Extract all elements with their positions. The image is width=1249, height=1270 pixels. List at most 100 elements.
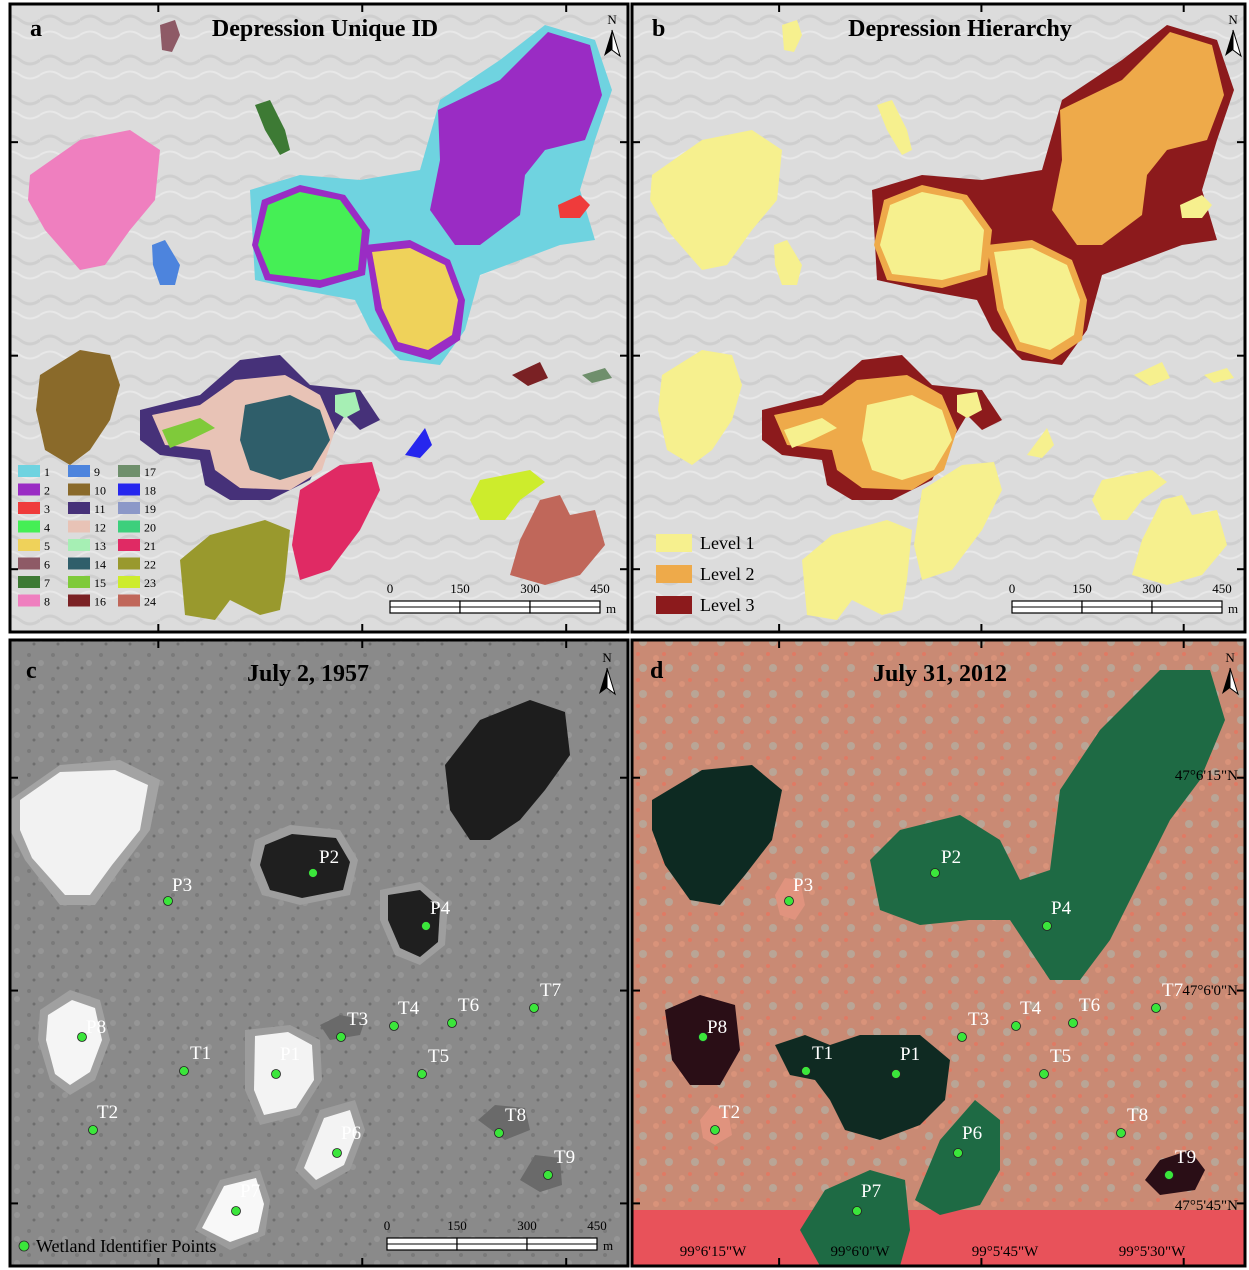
point-marker-p1 [891, 1069, 901, 1079]
legend-label-15: 15 [94, 576, 106, 590]
wetland-p7 [800, 1170, 910, 1266]
wetland-p2 [260, 834, 350, 898]
legend-swatch-19 [118, 502, 140, 514]
legend-swatch-13 [68, 539, 90, 551]
panel-c-frame [8, 638, 630, 1268]
legend-swatch-22 [118, 557, 140, 570]
scale-tick-label: 150 [447, 1218, 467, 1233]
point-marker-t8 [494, 1128, 504, 1138]
scale-bar-c: 0 150 300 450 m [384, 1218, 613, 1253]
point-label-t2: T2 [719, 1102, 740, 1123]
wetland-t9 [520, 1155, 562, 1192]
legend-swatch-24 [118, 594, 140, 607]
legend-label-2: 2 [44, 484, 50, 498]
points-c: P2 P3 P4 P8 P1 P6 P7 T1 T2 T3 T4 T5 T6 T7 T8 T9 [77, 847, 575, 1216]
point-marker-t4 [389, 1021, 399, 1031]
panel-c-title: July 2, 1957 [247, 661, 369, 687]
north-arrow-icon: N [1222, 650, 1239, 696]
point-marker-p7 [231, 1206, 241, 1216]
wetland-p4 [388, 890, 440, 957]
level1-small-6 [1134, 362, 1234, 386]
point-label-p7: P7 [861, 1181, 881, 1202]
legend-swatch-2 [18, 483, 40, 496]
point-marker-p4 [1042, 921, 1052, 931]
level1-region-center [784, 395, 952, 480]
level1-large-south [914, 462, 1002, 580]
depression-22 [180, 520, 290, 620]
north-arrow-icon: N [599, 650, 616, 696]
legend-label-11: 11 [94, 502, 106, 516]
point-marker-t4 [1011, 1021, 1021, 1031]
point-marker-t2 [88, 1125, 98, 1135]
points-d: P2 P3 P4 P8 P1 P6 P7 T1 T2 T3 T4 T5 T6 T7 T8 T9 [698, 847, 1196, 1216]
legend-label-17: 17 [144, 465, 156, 479]
point-label-t6: T6 [1079, 995, 1100, 1016]
legend-label-6: 6 [44, 558, 50, 572]
depression-2 [430, 32, 602, 245]
legend-label-13: 13 [94, 539, 106, 553]
level1-pink-area [650, 130, 782, 270]
lon-label-2: 99°6'0"W [831, 1244, 891, 1260]
level-label-3: Level 3 [700, 595, 754, 615]
depression-10 [36, 350, 120, 465]
point-label-t4: T4 [398, 998, 420, 1019]
panel-b-frame [630, 2, 1247, 634]
panel-a-letter: a [30, 16, 42, 42]
point-marker-t9 [543, 1170, 553, 1180]
depression-23 [470, 470, 545, 520]
wetland-p1 [254, 1032, 314, 1115]
point-marker-t7 [529, 1003, 539, 1013]
lon-label-1: 99°6'15"W [680, 1244, 747, 1260]
depression-3 [558, 195, 590, 218]
panel-b: Level 1 Level 2 Level 3 0 150 300 450 m N b De… [630, 2, 1247, 634]
point-marker-t5 [1039, 1069, 1049, 1079]
depression-24 [510, 495, 605, 585]
point-marker-t3 [336, 1032, 346, 1042]
level-swatch-1 [656, 534, 692, 552]
panel-b-letter: b [652, 16, 665, 42]
coordinate-labels: 47°6'15"N 47°6'0"N 47°5'45"N 99°6'15"W 9… [680, 768, 1238, 1260]
legend-label-18: 18 [144, 484, 156, 498]
point-marker-p6 [332, 1148, 342, 1158]
point-label-t1: T1 [812, 1043, 833, 1064]
legend-swatch-18 [118, 483, 140, 496]
panel-d-title: July 31, 2012 [873, 661, 1007, 687]
panel-d-wetlands [652, 670, 1225, 1266]
panel-b-title: Depression Hierarchy [848, 16, 1072, 42]
panel-c: P2 P3 P4 P8 P1 P6 P7 T1 T2 T3 T4 T5 T6 T7 T8 T9 Wetland… [8, 638, 630, 1268]
level1-small-2 [782, 20, 802, 52]
depression-5-inner [372, 248, 458, 350]
wetland-p2-p4 [870, 670, 1225, 980]
point-marker-t6 [1068, 1018, 1078, 1028]
point-label-p3: P3 [793, 875, 813, 896]
north-label: N [607, 12, 617, 27]
depression-21 [292, 462, 380, 580]
legend-swatch-20 [118, 520, 140, 533]
scale-tick-label: 300 [517, 1218, 537, 1233]
scale-unit: m [606, 601, 616, 616]
level-label-1: Level 1 [700, 533, 754, 553]
depression-4-inner [258, 192, 362, 280]
panel-a-frame [8, 2, 630, 634]
scale-unit: m [1228, 601, 1238, 616]
scale-tick-label: 450 [590, 581, 610, 596]
legend-label-7: 7 [44, 576, 50, 590]
point-marker-t2 [710, 1125, 720, 1135]
depression-18 [405, 428, 432, 458]
north-arrow-icon: N [604, 12, 621, 58]
scale-tick-label: 450 [1212, 581, 1232, 596]
depression-7 [255, 100, 290, 155]
point-label-p4: P4 [1051, 898, 1072, 919]
point-label-t9: T9 [554, 1147, 575, 1168]
wetland-t3 [320, 1015, 365, 1040]
point-label-t2: T2 [97, 1102, 118, 1123]
level1-small-8 [1132, 495, 1227, 585]
north-label: N [1228, 12, 1238, 27]
north-label: N [1225, 650, 1235, 665]
point-label-p8: P8 [707, 1017, 727, 1038]
depression-9 [152, 240, 180, 285]
point-label-t6: T6 [458, 995, 479, 1016]
point-label-p7: P7 [240, 1181, 260, 1202]
